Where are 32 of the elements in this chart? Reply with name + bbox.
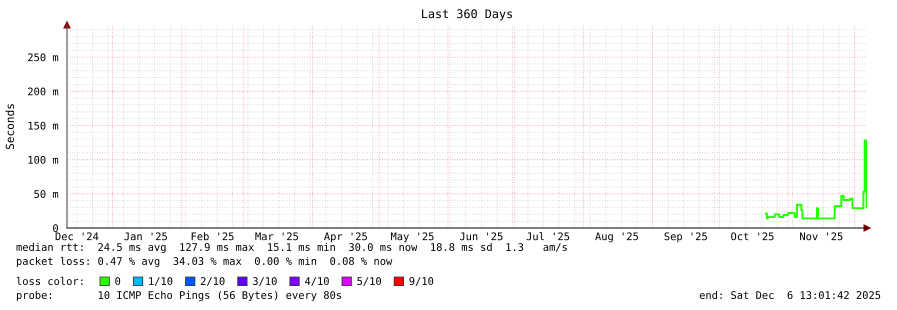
y-tick-label: 100 m: [28, 156, 58, 164]
legend-label: 5/10: [357, 277, 382, 286]
x-tick-label: Dec '24: [56, 232, 98, 240]
text: end: Sat Dec 6 13:01:42 2025: [700, 290, 880, 300]
x-tick-label: Jan '25: [124, 232, 167, 240]
legend-label: 2/10: [200, 277, 225, 286]
chart-title: Last 360 Days: [422, 9, 512, 21]
legend-label: 4/10: [304, 277, 329, 286]
x-tick-label: Aug '25: [595, 232, 638, 242]
legend-label: 0: [115, 277, 120, 286]
legend-label: 9/10: [409, 277, 434, 286]
legend-label: 1/10: [149, 277, 172, 286]
y-tick-label: 250 m: [28, 53, 58, 62]
text: probe: 10 ICMP Echo Pings (56 Bytes) every 80s: [16, 290, 342, 302]
x-tick-label: Jul '25: [526, 232, 570, 240]
legend-title: loss color:: [16, 276, 82, 286]
x-tick-label: Oct '25: [731, 232, 774, 240]
x-tick-label: Sep '25: [664, 232, 707, 242]
x-tick-label: Mar '25: [255, 232, 298, 240]
y-tick-label: 150 m: [28, 122, 58, 130]
x-tick-label: May '25: [390, 232, 434, 242]
x-tick-label: Nov '25: [800, 232, 842, 240]
y-axis-title: Seconds: [5, 104, 14, 150]
y-tick-label: 50 m: [34, 190, 58, 198]
x-tick-label: Jun '25: [460, 232, 502, 240]
text: packet loss: 0.47 % avg 34.03 % max 0.00 % min 0.08 % now: [16, 256, 392, 268]
y-tick-label: 0: [53, 224, 58, 232]
x-tick-label: Feb '25: [192, 232, 234, 240]
text: median rtt: 24.5 ms avg 127.9 ms max 15.1 ms min 30.0 ms now 18.8 ms sd 1.3 am/s: [16, 242, 567, 254]
y-tick-label: 200 m: [28, 88, 58, 96]
x-tick-label: Apr '25: [324, 232, 367, 242]
legend-label: 3/10: [252, 277, 277, 286]
